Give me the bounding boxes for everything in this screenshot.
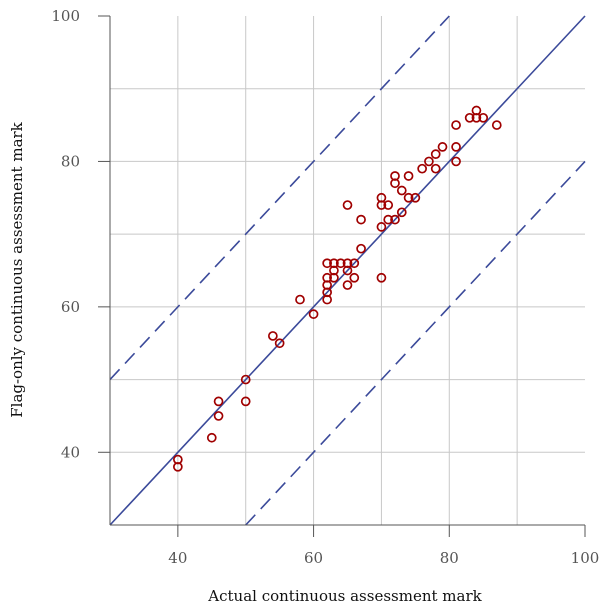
reference-lines xyxy=(109,15,586,526)
data-point xyxy=(410,192,421,203)
data-point xyxy=(342,200,353,210)
data-point xyxy=(342,265,353,276)
tick-labels: 40 60 80 100 40 60 80 100 xyxy=(51,7,599,567)
data-point xyxy=(268,331,278,341)
data-point xyxy=(383,214,394,225)
dashed-reference-line xyxy=(109,15,450,381)
data-point xyxy=(329,272,339,283)
grid-lines xyxy=(110,16,585,525)
data-point xyxy=(376,222,387,232)
y-tick-label: 40 xyxy=(61,443,80,461)
data-point xyxy=(417,163,427,174)
y-tick-label: 100 xyxy=(51,7,80,25)
x-tick-label: 60 xyxy=(304,549,323,567)
dashed-reference-line xyxy=(245,160,586,526)
data-point xyxy=(349,258,360,269)
x-tick-label: 100 xyxy=(571,549,600,567)
data-point xyxy=(240,374,251,385)
y-tick-label: 80 xyxy=(61,152,80,170)
identity-line xyxy=(109,15,586,526)
data-point xyxy=(464,112,475,123)
data-point xyxy=(491,120,502,130)
data-point xyxy=(396,207,407,218)
data-point xyxy=(295,294,305,305)
data-point xyxy=(430,163,441,174)
axes xyxy=(98,15,586,537)
x-tick-label: 80 xyxy=(440,549,459,567)
data-point xyxy=(478,112,489,123)
x-axis-title: Actual continuous assessment mark xyxy=(207,587,482,605)
data-point xyxy=(390,214,400,225)
data-point xyxy=(376,272,387,283)
data-point xyxy=(342,280,353,290)
data-point xyxy=(213,396,224,407)
data-point xyxy=(430,149,441,160)
data-point xyxy=(396,185,407,196)
data-point xyxy=(403,192,414,203)
data-point xyxy=(322,294,332,305)
data-point xyxy=(451,156,461,167)
y-axis-title: Flag-only continuous assessment mark xyxy=(8,121,26,417)
data-point xyxy=(308,309,319,319)
data-point xyxy=(349,272,360,283)
data-point xyxy=(471,112,482,123)
data-point xyxy=(173,461,183,472)
data-point xyxy=(403,171,414,181)
data-point xyxy=(322,258,332,269)
data-point xyxy=(213,411,224,421)
data-point xyxy=(451,142,461,152)
data-point xyxy=(206,432,217,443)
data-point xyxy=(376,200,387,210)
data-point xyxy=(424,156,434,167)
data-points xyxy=(173,105,502,472)
data-point xyxy=(335,258,346,269)
data-point xyxy=(240,396,251,407)
data-point xyxy=(451,120,461,130)
data-point xyxy=(274,338,285,349)
data-point xyxy=(356,214,366,225)
y-tick-label: 60 xyxy=(61,298,80,316)
data-point xyxy=(383,200,394,210)
x-tick-label: 40 xyxy=(168,549,187,567)
data-point xyxy=(356,243,366,254)
data-point xyxy=(390,178,400,189)
data-point xyxy=(437,142,448,152)
